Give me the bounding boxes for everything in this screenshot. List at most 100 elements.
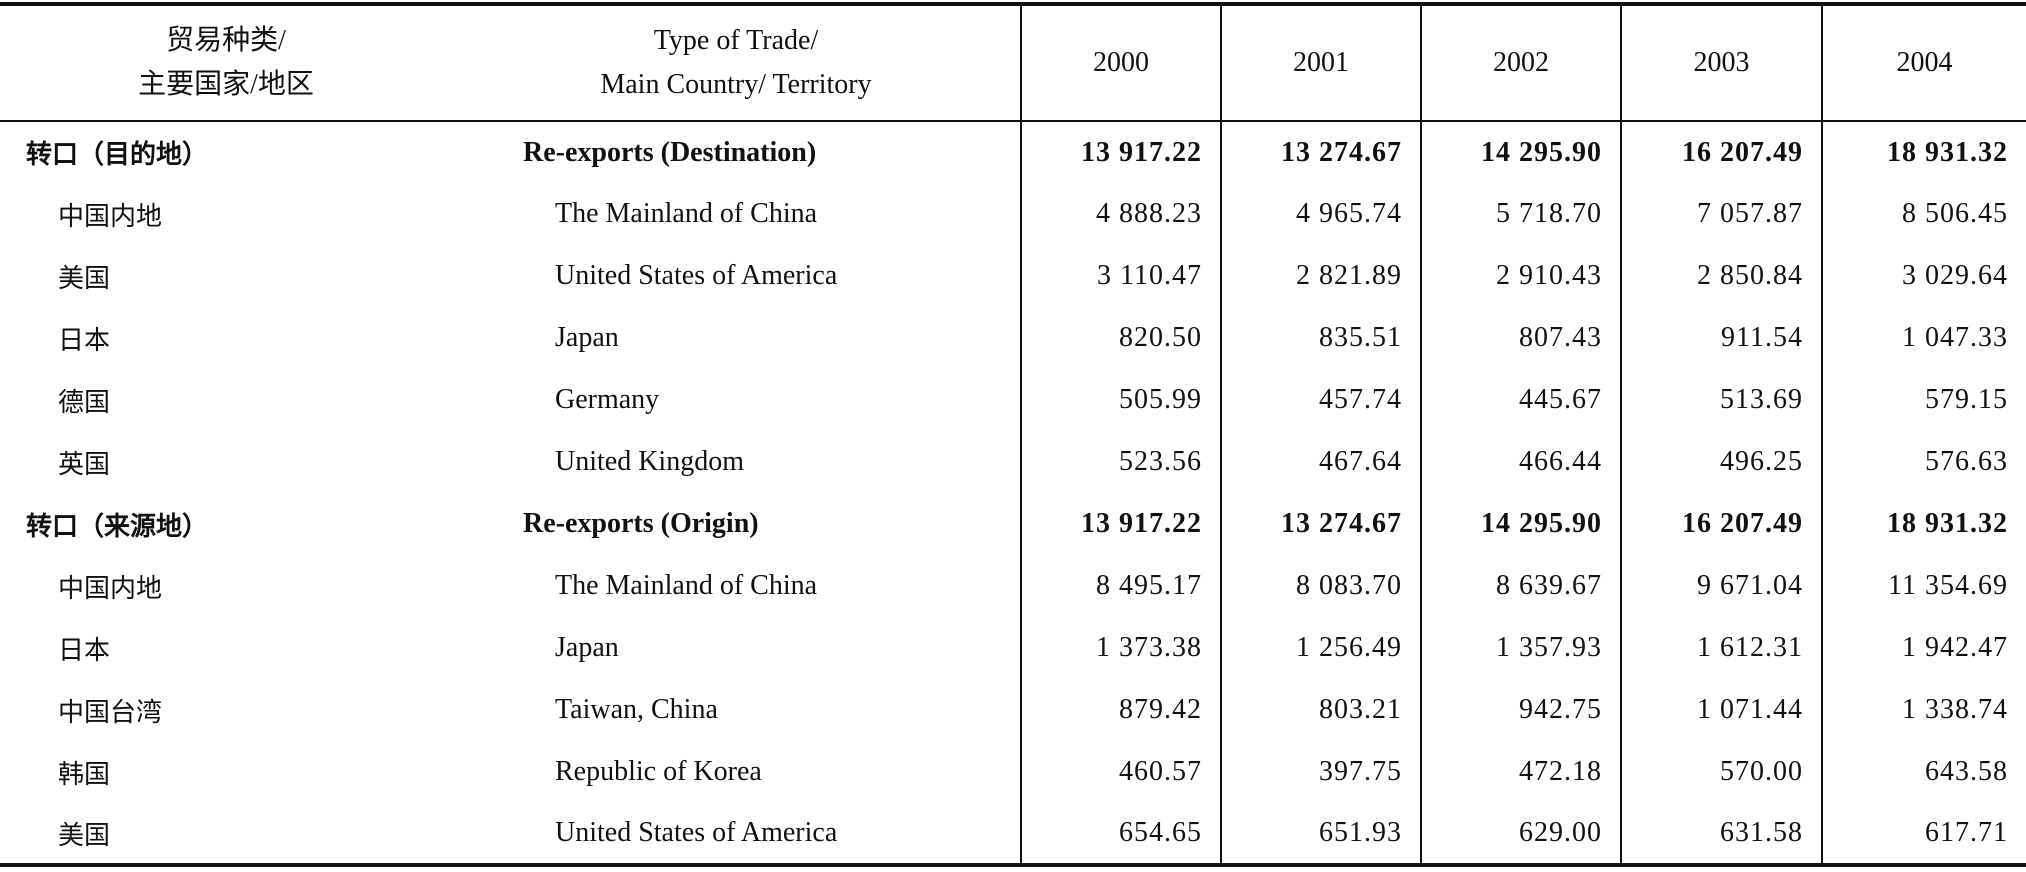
- value-cell: 2 821.89: [1220, 245, 1421, 307]
- chinese-label: 英国: [58, 449, 111, 480]
- value-cell: 1 357.93: [1420, 617, 1621, 679]
- value-cell: 18 931.32: [1821, 121, 2026, 183]
- value-cell: 9 671.04: [1620, 555, 1822, 617]
- table-row: 中国内地 The Mainland of China 4 888.23 4 965.7…: [0, 183, 2026, 245]
- value-cell: 18 931.32: [1821, 493, 2026, 555]
- value-cell: 466.44: [1420, 431, 1621, 493]
- english-label: The Mainland of China: [555, 198, 818, 229]
- value-cell: 467.64: [1220, 431, 1421, 493]
- english-label: Japan: [555, 322, 619, 353]
- header-row: 贸易种类/主要国家/地区 Type of Trade/Main Country/ …: [0, 4, 2026, 121]
- chinese-label: 德国: [58, 387, 111, 418]
- english-label: Re-exports (Origin): [523, 508, 759, 539]
- value-cell: 8 495.17: [1020, 555, 1221, 617]
- table-row: 德国 Germany 505.99 457.74 445.67 513.69 579.15: [0, 369, 2026, 431]
- value-cell: 835.51: [1220, 307, 1421, 369]
- value-cell: 397.75: [1220, 741, 1421, 803]
- header-cell: 2000: [1020, 4, 1221, 121]
- chinese-label: 中国内地: [58, 201, 163, 232]
- value-cell: 523.56: [1020, 431, 1221, 493]
- chinese-label: 中国内地: [58, 573, 163, 604]
- value-cell: 1 071.44: [1620, 679, 1822, 741]
- chinese-label: 日本: [58, 635, 111, 666]
- table-row: 英国 United Kingdom 523.56 467.64 466.44 496.25…: [0, 431, 2026, 493]
- value-cell: 505.99: [1020, 369, 1221, 431]
- value-cell: 911.54: [1620, 307, 1822, 369]
- value-cell: 617.71: [1821, 803, 2026, 865]
- value-cell: 14 295.90: [1420, 493, 1621, 555]
- chinese-label: 韩国: [58, 759, 111, 790]
- value-cell: 570.00: [1620, 741, 1822, 803]
- value-cell: 2 910.43: [1420, 245, 1621, 307]
- chinese-label: 中国台湾: [58, 697, 163, 728]
- table-row: 转口（来源地） Re-exports (Origin) 13 917.22 13 27…: [0, 493, 2026, 555]
- value-cell: 2 850.84: [1620, 245, 1822, 307]
- value-cell: 16 207.49: [1620, 493, 1822, 555]
- value-cell: 5 718.70: [1420, 183, 1621, 245]
- value-cell: 631.58: [1620, 803, 1822, 865]
- english-label: Germany: [555, 384, 660, 415]
- english-label: United States of America: [555, 260, 838, 291]
- header-line: Type of Trade/: [653, 25, 819, 56]
- value-cell: 13 274.67: [1220, 493, 1421, 555]
- value-cell: 1 612.31: [1620, 617, 1822, 679]
- header-line: Main Country/ Territory: [600, 69, 872, 100]
- chinese-label: 日本: [58, 325, 111, 356]
- value-cell: 654.65: [1020, 803, 1221, 865]
- value-cell: 3 029.64: [1821, 245, 2026, 307]
- english-label: United States of America: [555, 817, 838, 848]
- value-cell: 629.00: [1420, 803, 1621, 865]
- value-cell: 472.18: [1420, 741, 1621, 803]
- value-cell: 14 295.90: [1420, 121, 1621, 183]
- value-cell: 8 639.67: [1420, 555, 1621, 617]
- chinese-label: 美国: [58, 263, 111, 294]
- value-cell: 579.15: [1821, 369, 2026, 431]
- table-body: 转口（目的地） Re-exports (Destination) 13 917.22…: [0, 121, 2026, 865]
- value-cell: 11 354.69: [1821, 555, 2026, 617]
- english-label: Taiwan, China: [555, 694, 718, 725]
- value-cell: 460.57: [1020, 741, 1221, 803]
- value-cell: 4 888.23: [1020, 183, 1221, 245]
- header-cell: 2001: [1220, 4, 1421, 121]
- table-row: 美国 United States of America 3 110.47 2 821.…: [0, 245, 2026, 307]
- value-cell: 1 373.38: [1020, 617, 1221, 679]
- value-cell: 16 207.49: [1620, 121, 1822, 183]
- header-cell: 2002: [1420, 4, 1621, 121]
- value-cell: 879.42: [1020, 679, 1221, 741]
- english-label: Japan: [555, 632, 619, 663]
- value-cell: 13 917.22: [1020, 493, 1221, 555]
- table-header: 贸易种类/主要国家/地区 Type of Trade/Main Country/ …: [0, 4, 2026, 121]
- value-cell: 820.50: [1020, 307, 1221, 369]
- header-cell: 2003: [1620, 4, 1822, 121]
- value-cell: 803.21: [1220, 679, 1421, 741]
- table-row: 美国 United States of America 654.65 651.93 62…: [0, 803, 2026, 865]
- table-row: 韩国 Republic of Korea 460.57 397.75 472.18 570…: [0, 741, 2026, 803]
- value-cell: 1 942.47: [1821, 617, 2026, 679]
- value-cell: 651.93: [1220, 803, 1421, 865]
- english-label: The Mainland of China: [555, 570, 818, 601]
- value-cell: 445.67: [1420, 369, 1621, 431]
- value-cell: 1 256.49: [1220, 617, 1421, 679]
- value-cell: 1 338.74: [1821, 679, 2026, 741]
- value-cell: 4 965.74: [1220, 183, 1421, 245]
- table-row: 日本 Japan 820.50 835.51 807.43 911.54 1 047.33: [0, 307, 2026, 369]
- english-label: Republic of Korea: [555, 756, 762, 787]
- header-cell: Type of Trade/Main Country/ Territory: [452, 4, 1021, 121]
- value-cell: 807.43: [1420, 307, 1621, 369]
- value-cell: 576.63: [1821, 431, 2026, 493]
- value-cell: 8 083.70: [1220, 555, 1421, 617]
- value-cell: 13 274.67: [1220, 121, 1421, 183]
- chinese-label: 转口（目的地）: [26, 140, 209, 170]
- table-row: 日本 Japan 1 373.38 1 256.49 1 357.93 1 612.31 1…: [0, 617, 2026, 679]
- header-cell: 2004: [1821, 4, 2026, 121]
- chinese-label: 转口（来源地）: [26, 511, 209, 542]
- table-row: 转口（目的地） Re-exports (Destination) 13 917.22…: [0, 121, 2026, 183]
- header-cell: 贸易种类/主要国家/地区: [0, 4, 452, 121]
- value-cell: 457.74: [1220, 369, 1421, 431]
- header-line: 主要国家/地区: [138, 69, 314, 100]
- value-cell: 13 917.22: [1020, 121, 1221, 183]
- english-label: Re-exports (Destination): [523, 136, 817, 168]
- value-cell: 942.75: [1420, 679, 1621, 741]
